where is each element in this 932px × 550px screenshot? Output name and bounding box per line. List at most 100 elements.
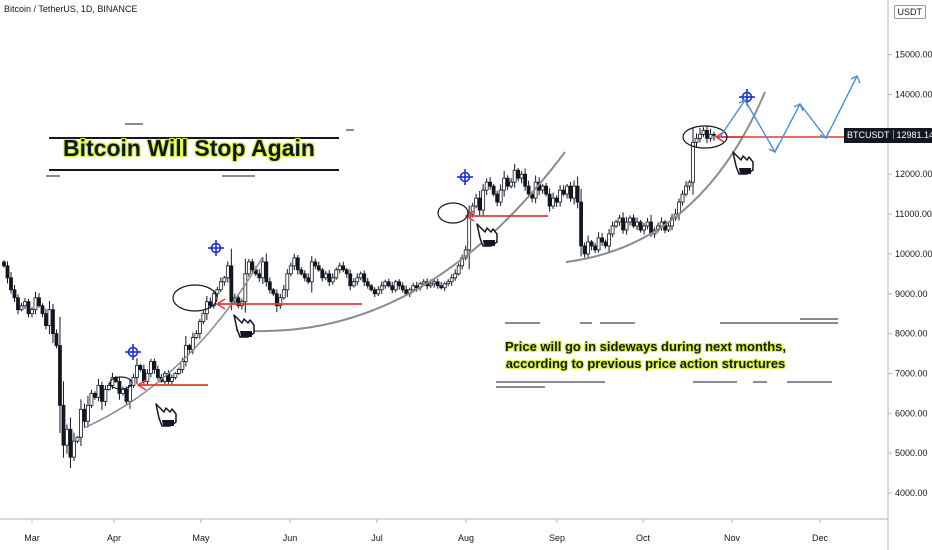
candle-97 [341, 261, 346, 273]
x-tick-label-5: Aug [458, 533, 474, 543]
candle-197 [691, 127, 695, 195]
candle-169 [593, 243, 597, 254]
candle-body [397, 281, 402, 287]
candle-84 [295, 255, 300, 275]
candle-75 [264, 253, 269, 287]
candle-150 [526, 180, 531, 197]
candle-167 [586, 235, 590, 258]
target-marker-0 [125, 344, 141, 360]
candle-174 [610, 221, 615, 238]
pointer-hand-0 [155, 403, 177, 427]
candle-body [484, 181, 489, 191]
candle-body [44, 313, 48, 327]
candle-body [142, 369, 146, 382]
price-label-separator [892, 130, 894, 139]
candle-136 [477, 190, 482, 216]
candle-125 [439, 281, 444, 290]
candle-body [470, 205, 475, 215]
curve-support-3 [565, 91, 766, 263]
candle-body [152, 361, 157, 370]
candle-body [72, 440, 76, 458]
candle-body [603, 241, 608, 247]
note-line-1: Price will go in sideways during next mo… [505, 339, 786, 354]
candle-body [250, 261, 255, 271]
candle-body [523, 173, 528, 187]
candle-34 [121, 386, 125, 396]
candle-100 [351, 278, 356, 288]
candle-6 [23, 297, 27, 309]
candle-body [194, 333, 199, 338]
currency-badge[interactable]: USDT [893, 5, 926, 19]
candle-body [145, 373, 150, 382]
candle-body [271, 289, 276, 295]
candle-89 [313, 258, 318, 269]
candle-130 [456, 263, 461, 276]
candle-body [544, 185, 549, 195]
candle-body [530, 193, 535, 199]
candle-body [16, 297, 20, 311]
candle-126 [442, 282, 447, 292]
candle-body [446, 281, 451, 285]
candle-83 [292, 253, 297, 271]
candle-body [236, 297, 241, 307]
candle-176 [617, 214, 622, 227]
candle-146 [512, 163, 517, 188]
symbol-info[interactable]: Bitcoin / TetherUS, 1D, BINANCE [4, 4, 138, 14]
candle-body [596, 237, 601, 251]
candle-body [617, 217, 622, 223]
candle-body [334, 269, 339, 279]
candle-body [547, 193, 552, 207]
candle-body [37, 297, 41, 307]
candle-77 [271, 288, 276, 297]
y-tick-label-3: 7000.00 [895, 368, 928, 378]
candle-body [222, 277, 227, 283]
candle-body [582, 245, 587, 255]
y-tick-label-1: 5000.00 [895, 448, 928, 458]
candle-39 [138, 363, 143, 372]
candle-112 [393, 279, 398, 293]
candle-103 [362, 270, 367, 287]
candle-27 [96, 378, 101, 402]
candle-body [138, 365, 143, 370]
candle-body [474, 197, 479, 207]
candle-127 [446, 279, 451, 287]
candle-body [638, 221, 643, 231]
forecast-arrowhead-1 [768, 144, 779, 153]
candle-body [575, 185, 580, 203]
candle-109 [383, 279, 388, 289]
candle-body [330, 277, 335, 283]
candle-7 [26, 298, 31, 318]
candle-14 [51, 303, 55, 343]
candle-4 [16, 294, 20, 315]
candle-110 [386, 278, 391, 288]
candle-body [309, 261, 314, 283]
candle-body [390, 285, 395, 291]
candle-body [23, 301, 27, 307]
candle-11 [40, 303, 45, 318]
circle-highlight-0 [109, 376, 133, 390]
candle-93 [327, 269, 332, 287]
candle-165 [579, 188, 583, 257]
curve-support-1 [83, 257, 263, 429]
candle-61 [215, 286, 220, 298]
candle-body [183, 345, 188, 362]
candle-56 [197, 318, 202, 340]
candle-43 [152, 358, 157, 374]
candle-body [502, 177, 507, 191]
candle-134 [470, 202, 475, 218]
candle-3 [12, 284, 17, 303]
candle-body [372, 289, 377, 295]
candle-155 [544, 182, 549, 197]
candle-body [351, 281, 356, 287]
candle-body [701, 129, 706, 135]
candle-body [666, 225, 671, 231]
candle-body [691, 141, 695, 183]
candle-13 [47, 301, 52, 335]
candle-30 [107, 382, 111, 391]
candle-body [593, 245, 597, 251]
candle-body [694, 137, 699, 143]
candle-body [635, 221, 639, 227]
candle-body [12, 289, 17, 299]
y-tick-label-7: 11000.00 [895, 209, 932, 219]
